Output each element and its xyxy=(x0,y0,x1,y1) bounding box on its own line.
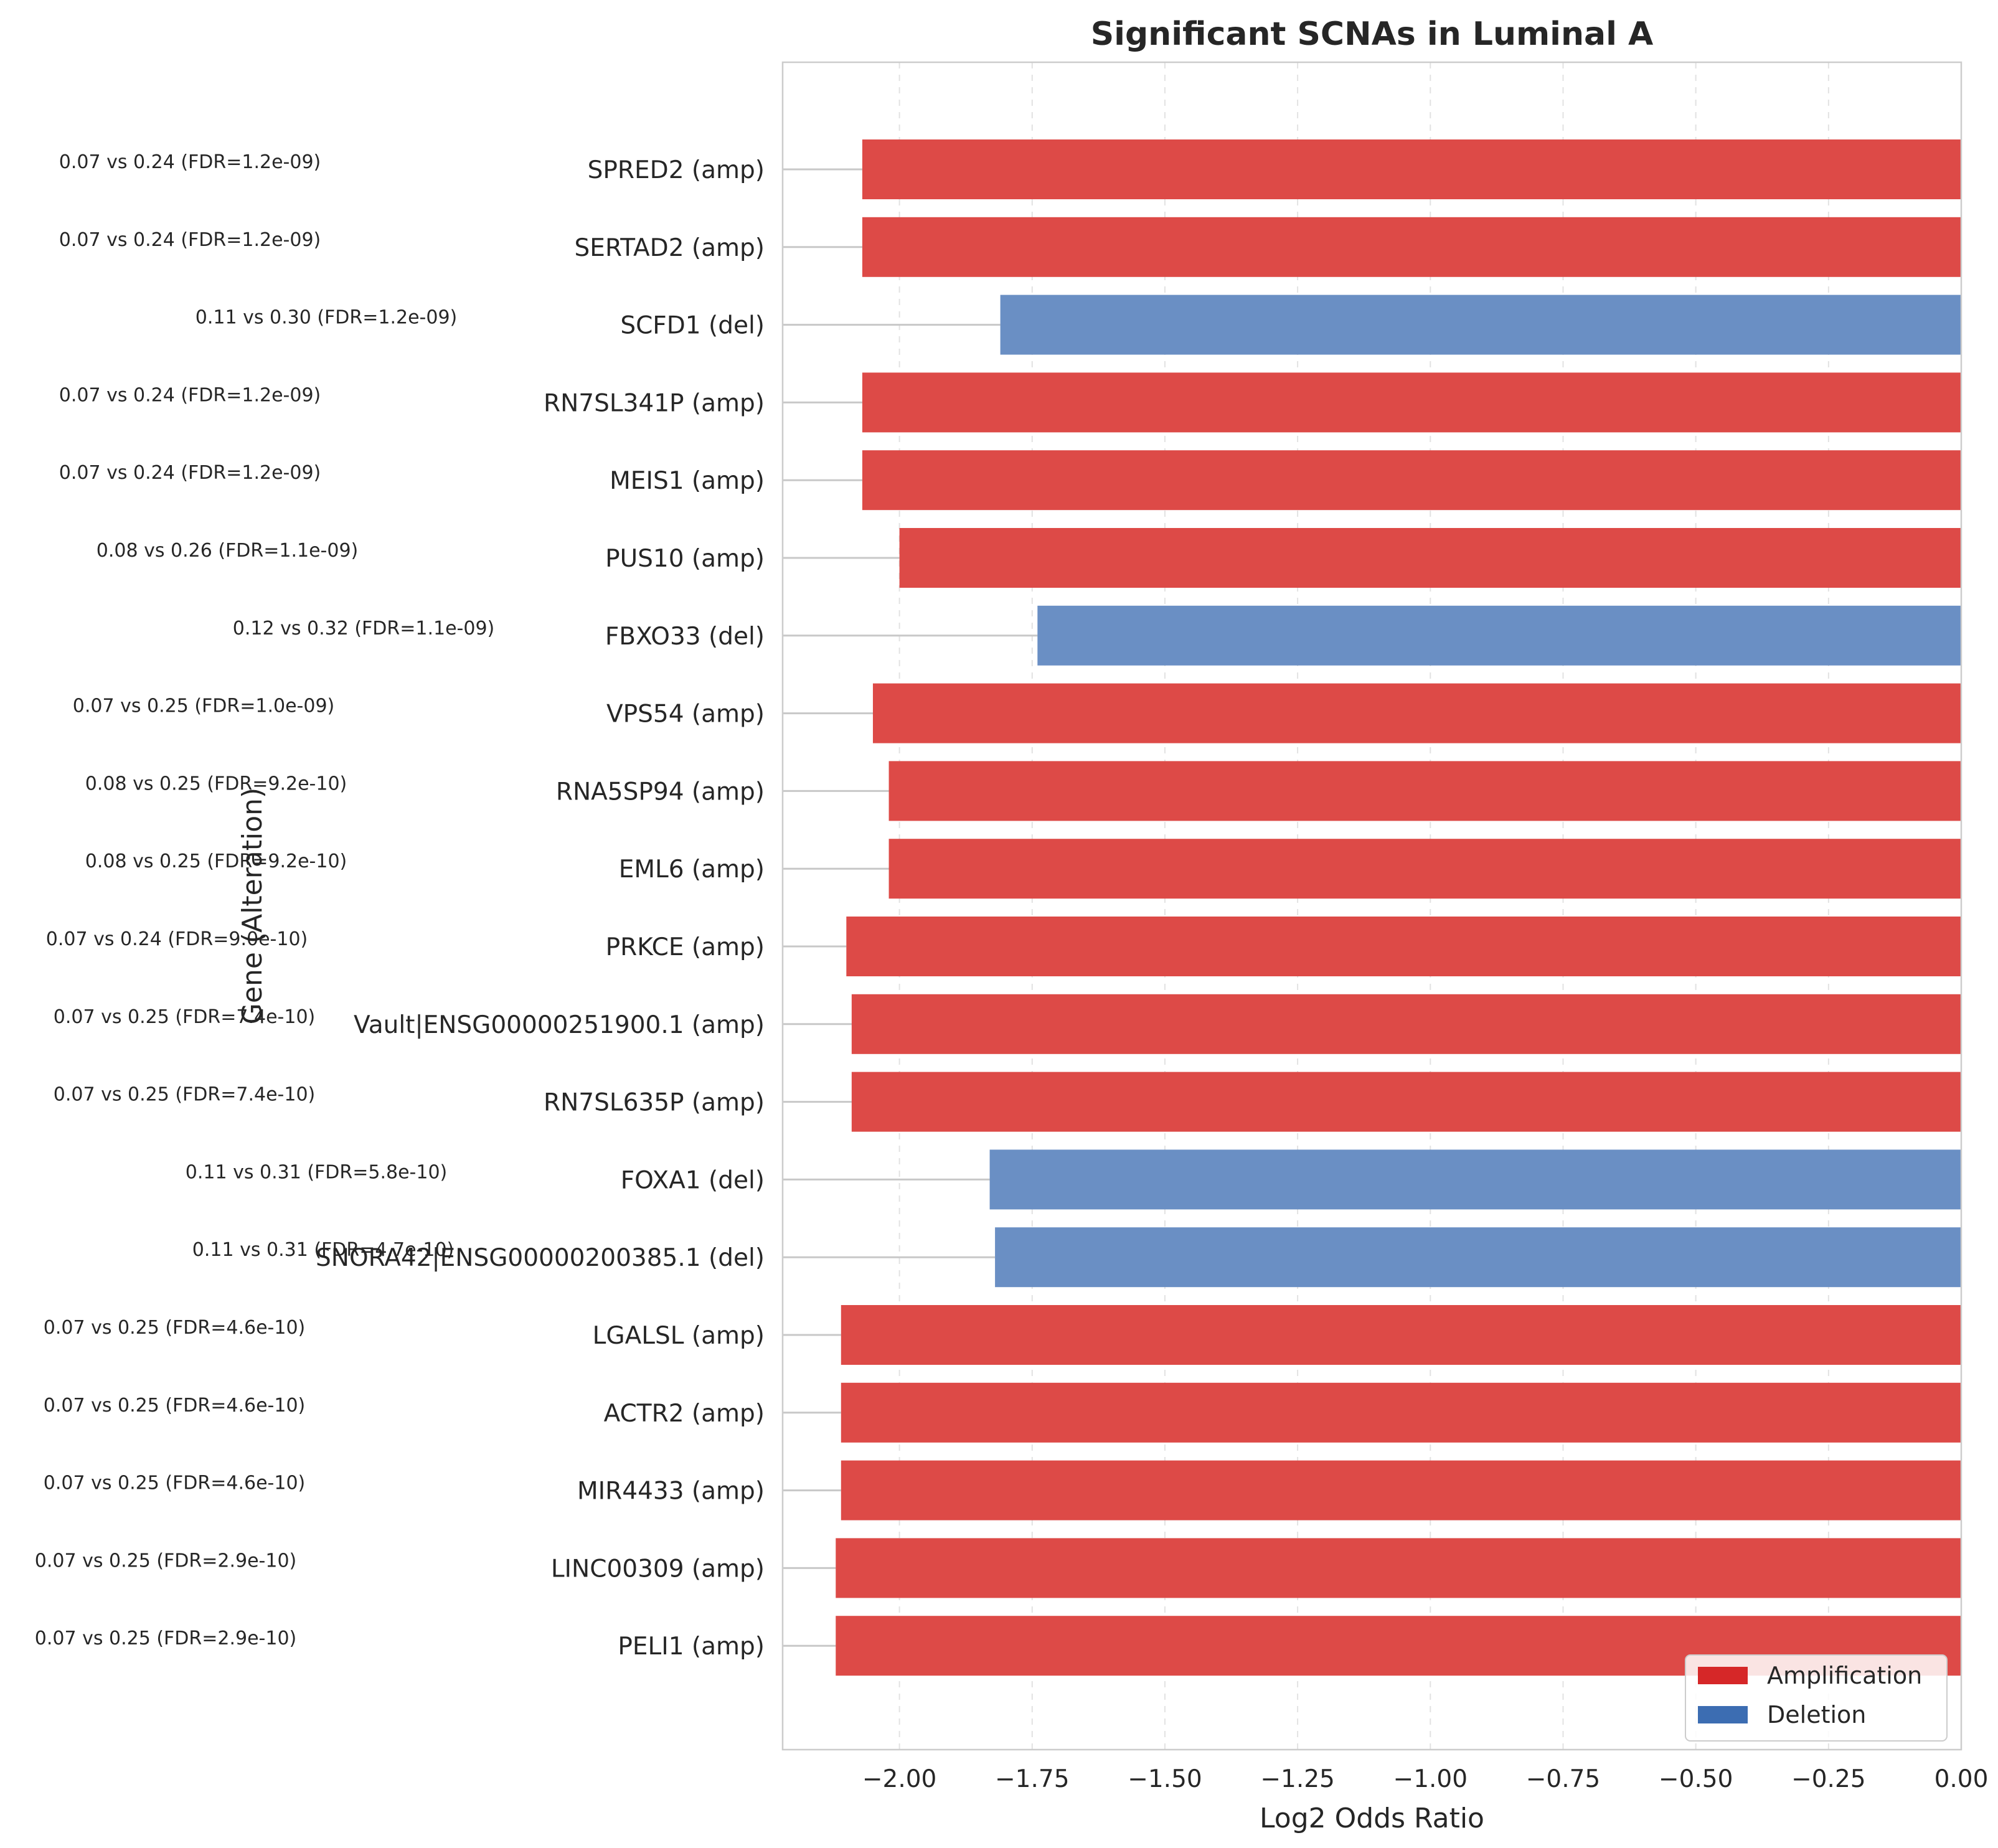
legend-swatch-amplification xyxy=(1698,1667,1748,1684)
deletion-bar xyxy=(1037,605,1961,666)
x-tick-layer: −2.00 −1.75 −1.50 −1.25 −1.00 −0.75 −0.50 −0.25… xyxy=(862,1765,1989,1793)
bar-annotation: 0.07 vs 0.25 (FDR=4.6e-10) xyxy=(44,1473,306,1494)
amplification-bar xyxy=(841,1382,1961,1443)
bar-layer xyxy=(836,139,1961,1676)
amplification-bar xyxy=(836,1538,1961,1598)
bar-annotation: 0.07 vs 0.25 (FDR=4.6e-10) xyxy=(44,1317,306,1339)
amplification-bar xyxy=(872,683,1961,743)
gene-label: ACTR2 (amp) xyxy=(604,1400,765,1428)
amplification-bar xyxy=(888,839,1961,899)
gene-label: EML6 (amp) xyxy=(619,856,765,884)
x-axis-title: Log2 Odds Ratio xyxy=(1260,1803,1484,1834)
x-tick-label: −2.00 xyxy=(862,1765,937,1793)
bar-annotation: 0.07 vs 0.24 (FDR=1.2e-09) xyxy=(59,229,321,251)
stem-layer xyxy=(783,168,1038,1647)
deletion-bar xyxy=(989,1149,1961,1210)
bar-annotation: 0.11 vs 0.30 (FDR=1.2e-09) xyxy=(196,307,458,329)
gene-label: FBXO33 (del) xyxy=(605,623,765,651)
gene-label: FOXA1 (del) xyxy=(621,1166,765,1194)
bar-annotation: 0.07 vs 0.25 (FDR=2.9e-10) xyxy=(35,1550,297,1572)
gene-label: LGALSL (amp) xyxy=(593,1322,765,1350)
x-tick-label: −0.75 xyxy=(1526,1765,1601,1793)
bar-annotation: 0.07 vs 0.25 (FDR=2.9e-10) xyxy=(35,1628,297,1649)
x-tick-label: −1.75 xyxy=(995,1765,1070,1793)
x-tick-label: −1.25 xyxy=(1260,1765,1335,1793)
bar-annotation: 0.08 vs 0.25 (FDR=9.2e-10) xyxy=(85,851,347,872)
bar-annotation: 0.07 vs 0.25 (FDR=7.4e-10) xyxy=(54,1084,316,1106)
gene-label: PRKCE (amp) xyxy=(606,933,765,961)
gene-label: RN7SL341P (amp) xyxy=(544,389,765,417)
amplification-bar xyxy=(841,1460,1961,1520)
bar-annotation: 0.11 vs 0.31 (FDR=4.7e-10) xyxy=(192,1239,455,1261)
x-tick-label: −1.00 xyxy=(1393,1765,1468,1793)
amplification-bar xyxy=(851,994,1961,1054)
legend: Amplification Deletion xyxy=(1685,1654,1948,1742)
bar-annotation: 0.07 vs 0.24 (FDR=1.2e-09) xyxy=(59,151,321,173)
gene-label: PELI1 (amp) xyxy=(618,1633,765,1661)
amplification-bar xyxy=(888,761,1961,821)
x-tick-label: −0.50 xyxy=(1659,1765,1733,1793)
amplification-bar xyxy=(851,1072,1961,1132)
gene-label: MEIS1 (amp) xyxy=(610,467,765,495)
bar-annotation: 0.07 vs 0.25 (FDR=7.4e-10) xyxy=(54,1006,316,1028)
gene-label: SNORA42|ENSG00000200385.1 (del) xyxy=(316,1244,765,1272)
gene-label: SPRED2 (amp) xyxy=(588,156,765,184)
legend-label-amplification: Amplification xyxy=(1767,1662,1922,1689)
gene-label: Vault|ENSG00000251900.1 (amp) xyxy=(354,1011,765,1039)
gene-label: SERTAD2 (amp) xyxy=(575,234,765,262)
annotation-layer: 0.07 vs 0.24 (FDR=1.2e-09) 0.07 vs 0.24 (… xyxy=(35,151,495,1649)
gene-label: MIR4433 (amp) xyxy=(577,1478,765,1506)
bar-annotation: 0.08 vs 0.26 (FDR=1.1e-09) xyxy=(97,540,359,562)
gene-label: RN7SL635P (amp) xyxy=(544,1089,765,1117)
legend-swatch-deletion xyxy=(1698,1706,1748,1723)
gene-label: PUS10 (amp) xyxy=(605,545,765,573)
y-axis-title: Gene (Alteration) xyxy=(237,788,268,1024)
bar-annotation: 0.07 vs 0.25 (FDR=1.0e-09) xyxy=(73,695,335,717)
gene-label: SCFD1 (del) xyxy=(620,312,765,340)
gene-label: RNA5SP94 (amp) xyxy=(556,778,765,806)
x-tick-label: −1.50 xyxy=(1128,1765,1202,1793)
bar-annotation: 0.07 vs 0.25 (FDR=4.6e-10) xyxy=(44,1395,306,1417)
amplification-bar xyxy=(862,372,1961,433)
bar-annotation: 0.07 vs 0.24 (FDR=9.0e-10) xyxy=(46,928,308,950)
gene-label: LINC00309 (amp) xyxy=(551,1555,765,1583)
amplification-bar xyxy=(862,217,1961,277)
gene-label-layer: SPRED2 (amp) SERTAD2 (amp) SCFD1 (del) RN7S… xyxy=(316,156,765,1661)
deletion-bar xyxy=(1000,295,1961,355)
amplification-bar xyxy=(862,139,1961,199)
bar-annotation: 0.07 vs 0.24 (FDR=1.2e-09) xyxy=(59,384,321,406)
amplification-bar xyxy=(841,1305,1961,1365)
chart-title: Significant SCNAs in Luminal A xyxy=(1091,16,1654,53)
amplification-bar xyxy=(846,917,1961,976)
amplification-bar xyxy=(862,450,1961,511)
bar-annotation: 0.07 vs 0.24 (FDR=1.2e-09) xyxy=(59,462,321,484)
amplification-bar xyxy=(899,528,1961,588)
bar-annotation: 0.08 vs 0.25 (FDR=9.2e-10) xyxy=(85,773,347,794)
bar-annotation: 0.12 vs 0.32 (FDR=1.1e-09) xyxy=(233,618,495,639)
deletion-bar xyxy=(995,1227,1961,1288)
plot-frame xyxy=(781,61,1963,1751)
legend-box xyxy=(1685,1654,1948,1742)
x-tick-label: −0.25 xyxy=(1791,1765,1866,1793)
gene-label: VPS54 (amp) xyxy=(606,700,765,728)
bar-annotation: 0.11 vs 0.31 (FDR=5.8e-10) xyxy=(186,1161,448,1183)
x-tick-label: 0.00 xyxy=(1934,1765,1989,1793)
legend-label-deletion: Deletion xyxy=(1767,1701,1866,1728)
